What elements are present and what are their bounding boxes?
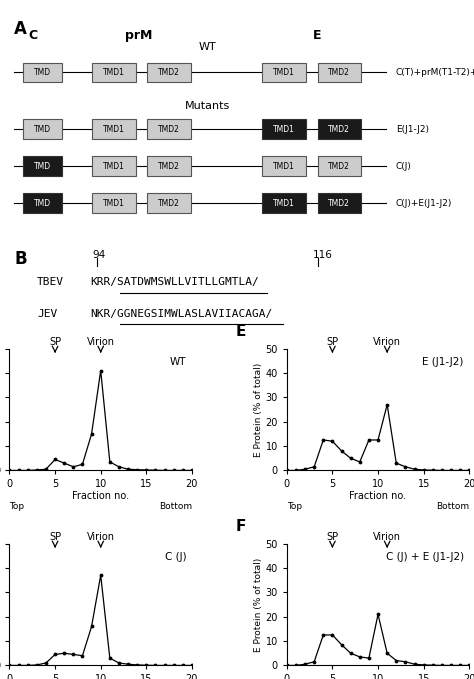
Text: TBEV: TBEV [37,276,64,287]
FancyBboxPatch shape [92,120,136,139]
Text: TMD2: TMD2 [328,124,350,134]
Y-axis label: E Protein (% of total): E Protein (% of total) [254,557,263,652]
Text: SP: SP [327,532,338,543]
Text: JEV: JEV [37,308,57,318]
FancyBboxPatch shape [318,194,361,213]
Text: TMD2: TMD2 [328,162,350,170]
Text: SP: SP [49,337,61,348]
Text: Top: Top [287,502,302,511]
Text: C(T)+prM(T1-T2)+E(T1-T2): C(T)+prM(T1-T2)+E(T1-T2) [396,68,474,77]
Text: E: E [313,29,322,42]
Text: Mutants: Mutants [184,100,230,111]
FancyBboxPatch shape [23,194,63,213]
Text: E (J1-J2): E (J1-J2) [422,357,464,367]
FancyBboxPatch shape [263,62,306,82]
Text: SP: SP [49,532,61,543]
Text: C (J) + E (J1-J2): C (J) + E (J1-J2) [386,552,464,562]
FancyBboxPatch shape [147,156,191,176]
Text: TMD2: TMD2 [328,68,350,77]
Text: E(J1-J2): E(J1-J2) [396,124,428,134]
Text: prM: prM [125,29,152,42]
FancyBboxPatch shape [263,194,306,213]
Text: C (J): C (J) [165,552,186,562]
Text: TMD2: TMD2 [328,198,350,208]
Text: TMD1: TMD1 [273,198,295,208]
Y-axis label: E Protein (% of total): E Protein (% of total) [254,363,263,457]
Text: C: C [28,29,37,42]
Text: WT: WT [198,42,216,52]
Text: Virion: Virion [87,337,115,348]
Text: TMD1: TMD1 [103,198,125,208]
Text: Virion: Virion [373,337,401,348]
FancyBboxPatch shape [147,62,191,82]
Text: C(J)+E(J1-J2): C(J)+E(J1-J2) [396,198,452,208]
FancyBboxPatch shape [147,194,191,213]
FancyBboxPatch shape [147,120,191,139]
X-axis label: Fraction no.: Fraction no. [72,491,129,501]
Text: TMD: TMD [34,68,51,77]
X-axis label: Fraction no.: Fraction no. [349,491,407,501]
FancyBboxPatch shape [23,62,63,82]
Text: TMD1: TMD1 [273,162,295,170]
FancyBboxPatch shape [23,156,63,176]
Text: TMD2: TMD2 [158,68,180,77]
Text: Virion: Virion [87,532,115,543]
FancyBboxPatch shape [92,156,136,176]
Text: Top: Top [9,502,25,511]
Text: Bottom: Bottom [159,502,192,511]
Text: TMD1: TMD1 [103,124,125,134]
FancyBboxPatch shape [318,120,361,139]
Text: TMD: TMD [34,162,51,170]
FancyBboxPatch shape [92,62,136,82]
Text: TMD2: TMD2 [158,162,180,170]
Text: Virion: Virion [373,532,401,543]
FancyBboxPatch shape [92,194,136,213]
Text: TMD: TMD [34,124,51,134]
Text: 116: 116 [313,250,333,259]
FancyBboxPatch shape [318,62,361,82]
Text: C(J): C(J) [396,162,411,170]
Text: B: B [14,250,27,268]
Text: A: A [14,20,27,38]
Text: TMD1: TMD1 [103,68,125,77]
Text: 94: 94 [92,250,106,259]
Text: TMD: TMD [34,198,51,208]
Text: TMD2: TMD2 [158,198,180,208]
Text: TMD1: TMD1 [273,124,295,134]
Text: KRR/SATDWMSWLLVITLLGMTLA/: KRR/SATDWMSWLLVITLLGMTLA/ [90,276,259,287]
Text: Bottom: Bottom [436,502,469,511]
FancyBboxPatch shape [23,120,63,139]
Text: NKR/GGNEGSIMWLASLAVIIACAGA/: NKR/GGNEGSIMWLASLAVIIACAGA/ [90,308,272,318]
Text: SP: SP [327,337,338,348]
FancyBboxPatch shape [318,156,361,176]
FancyBboxPatch shape [263,120,306,139]
Text: F: F [236,519,246,534]
Text: WT: WT [170,357,186,367]
Text: TMD1: TMD1 [103,162,125,170]
FancyBboxPatch shape [263,156,306,176]
Text: TMD2: TMD2 [158,124,180,134]
Text: TMD1: TMD1 [273,68,295,77]
Text: E: E [236,324,246,340]
